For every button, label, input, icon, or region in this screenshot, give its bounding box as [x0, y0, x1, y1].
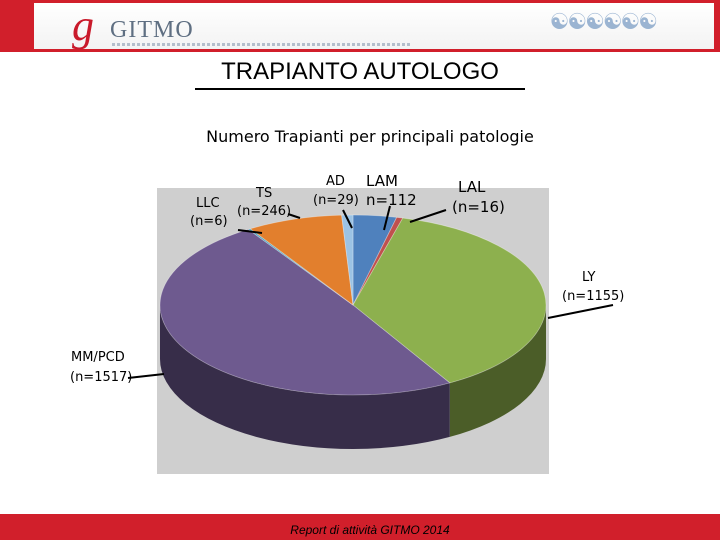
- slice-mmpcd: [159, 228, 451, 396]
- leader-line: [237, 229, 263, 234]
- title-underline: [195, 88, 525, 90]
- label-ts-name: TS: [256, 186, 273, 201]
- leader-line: [127, 373, 165, 379]
- label-ts-count: (n=246): [237, 204, 292, 219]
- people-chain-icon: ☯☯☯☯☯☯: [549, 9, 658, 34]
- label-ly-count: (n=1155): [562, 289, 625, 304]
- label-ad-count: (n=29): [313, 193, 359, 208]
- label-llc-count: (n=6): [190, 214, 228, 229]
- leader-line: [287, 213, 301, 219]
- leader-line: [409, 209, 447, 223]
- label-lam-count: n=112: [366, 191, 417, 209]
- slice-ly: [352, 217, 547, 384]
- pie-slices: [159, 214, 547, 396]
- slice-side-ly: [449, 305, 546, 437]
- label-lal-name: LAL: [458, 178, 486, 196]
- slide-title: TRAPIANTO AUTOLOGO: [221, 58, 499, 85]
- slice-lal: [352, 216, 404, 306]
- slice-llc: [247, 228, 354, 306]
- chart-title: Numero Trapianti per principali patologi…: [206, 127, 534, 146]
- gitmo-logo-text: GITMO: [110, 17, 194, 43]
- leader-line: [342, 209, 353, 229]
- pie-sides: [160, 305, 546, 449]
- label-ad-name: AD: [326, 174, 345, 189]
- label-ly-name: LY: [582, 270, 596, 285]
- slice-ad: [341, 214, 354, 306]
- slice-ts: [249, 214, 354, 306]
- footer-report-text: Report di attività GITMO 2014: [290, 523, 450, 537]
- leader-line: [383, 205, 391, 231]
- label-lam-name: LAM: [366, 172, 398, 190]
- label-mm-name: MM/PCD: [71, 350, 125, 365]
- leader-lines: [127, 205, 614, 379]
- header-logo-area: g GITMO ☯☯☯☯☯☯: [34, 3, 714, 49]
- gitmo-logo-mark: g: [72, 1, 94, 50]
- slice-side-mmpcd: [160, 305, 450, 449]
- label-lal-count: (n=16): [452, 198, 505, 216]
- leader-line: [547, 304, 614, 319]
- label-mm-count: (n=1517): [70, 370, 133, 385]
- slice-lam: [352, 214, 398, 306]
- footer-bar: [0, 514, 720, 540]
- label-llc-name: LLC: [196, 196, 220, 211]
- logo-tagline-decoration: [112, 43, 412, 46]
